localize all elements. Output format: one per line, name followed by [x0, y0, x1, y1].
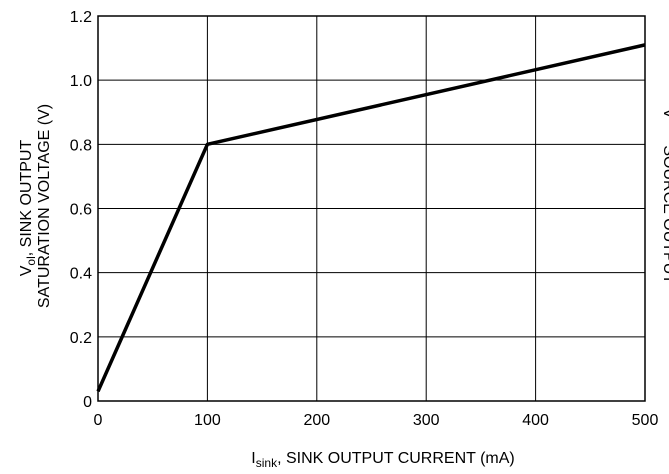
- x-tick-label-4: 400: [522, 412, 549, 429]
- y-axis-title-rest: , SINK OUTPUT: [18, 140, 35, 257]
- y-axis-title-line2: SATURATION VOLTAGE (V): [36, 104, 53, 308]
- y-tick-label-4: 0.8: [70, 137, 92, 154]
- x-axis-title-rest: , SINK OUTPUT CURRENT (mA): [277, 450, 515, 467]
- right-clipped-label: V SOURCE OUTPUT: [660, 108, 669, 284]
- x-axis-title-main: I: [251, 450, 255, 467]
- x-axis-title-sub: sink: [256, 456, 278, 470]
- y-tick-label-5: 1.0: [70, 73, 92, 90]
- plot-area-frame: [97, 15, 646, 402]
- x-tick-label-3: 300: [413, 412, 440, 429]
- y-tick-label-0: 0: [83, 394, 92, 411]
- x-tick-label-2: 200: [303, 412, 330, 429]
- series-lines: [96, 43, 646, 393]
- x-axis-title: Isink, SINK OUTPUT CURRENT (mA): [251, 450, 514, 470]
- series-line-0: [96, 43, 646, 393]
- x-tick-label-5: 500: [632, 412, 659, 429]
- x-tick-label-0: 0: [94, 412, 103, 429]
- y-tick-label-2: 0.4: [70, 266, 92, 283]
- y-tick-label-1: 0.2: [70, 330, 92, 347]
- x-tick-label-1: 100: [194, 412, 221, 429]
- y-tick-labels: 0 0.2 0.4 0.6 0.8 1.0 1.2: [70, 9, 92, 411]
- y-tick-label-3: 0.6: [70, 202, 92, 219]
- y-tick-label-6: 1.2: [70, 9, 92, 26]
- y-axis-title-line1: Vol, SINK OUTPUT: [18, 140, 38, 277]
- x-tick-labels: 0 100 200 300 400 500: [94, 412, 659, 429]
- y-axis-title-main: V: [18, 265, 35, 276]
- y-axis-title-sub: ol: [24, 256, 38, 265]
